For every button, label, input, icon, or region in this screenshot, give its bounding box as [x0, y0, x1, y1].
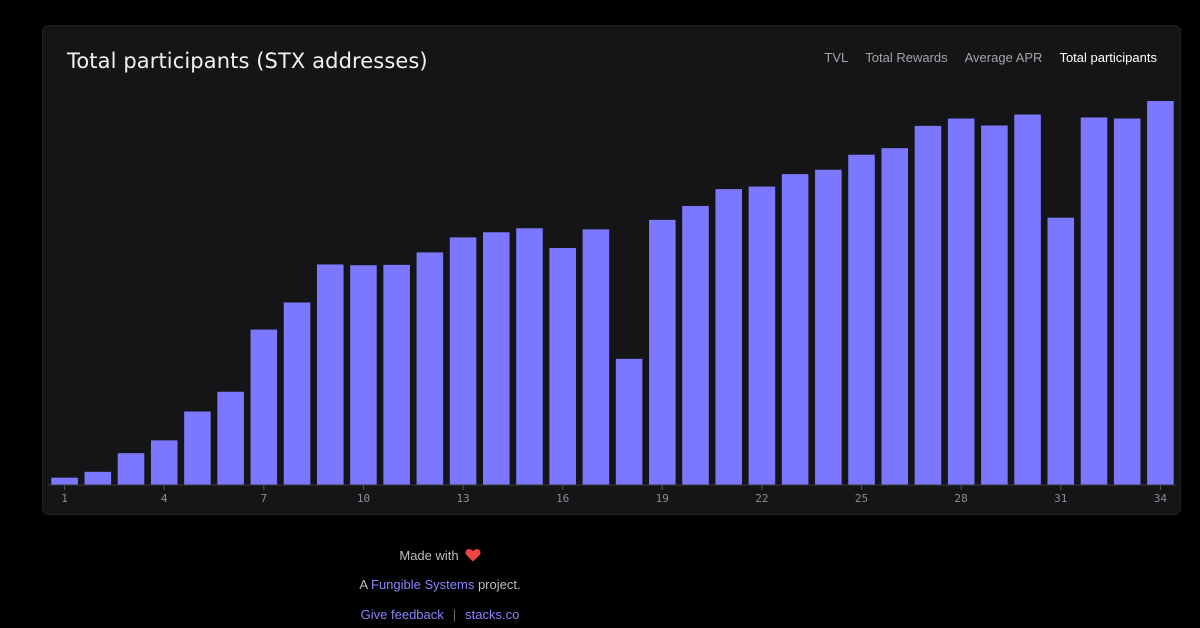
- bar-17: [582, 229, 610, 485]
- tab-total-rewards[interactable]: Total Rewards: [865, 50, 948, 65]
- footer-separator: |: [452, 607, 457, 622]
- bar-chart: 1 4 7 10 13 16 19 22 25 28 31 34: [48, 101, 1177, 505]
- chart-card: 1 4 7 10 13 16 19 22 25 28 31 34 Total participants…: [42, 25, 1181, 515]
- bar-5: [184, 411, 211, 485]
- x-tick-label-10: 10: [357, 492, 370, 505]
- bar-13: [449, 237, 477, 485]
- bar-3: [117, 453, 145, 485]
- x-tick-label-22: 22: [755, 492, 768, 505]
- bar-27: [914, 125, 942, 486]
- bar-12: [416, 252, 444, 485]
- bar-20: [682, 205, 709, 485]
- project-prefix: A: [359, 577, 368, 592]
- x-tick-label-31: 31: [1054, 492, 1067, 505]
- heart-icon: [465, 548, 481, 565]
- made-with-line: Made with: [340, 548, 540, 565]
- bar-22: [748, 186, 776, 485]
- x-tick-label-25: 25: [855, 492, 868, 505]
- bar-19: [649, 219, 676, 486]
- bar-6: [217, 391, 244, 485]
- x-tick-label-13: 13: [456, 492, 469, 505]
- bar-34: [1147, 101, 1174, 485]
- metric-tabs: TVL Total Rewards Average APR Total part…: [824, 50, 1157, 65]
- tab-total-participants[interactable]: Total participants: [1059, 50, 1157, 65]
- bar-2: [84, 471, 112, 485]
- footer-links: Give feedback | stacks.co: [340, 607, 540, 622]
- give-feedback-link[interactable]: Give feedback: [360, 607, 444, 622]
- x-tick-label-4: 4: [161, 492, 168, 505]
- bar-25: [848, 154, 875, 485]
- bar-11: [383, 264, 410, 485]
- bar-15: [516, 228, 543, 485]
- bar-26: [881, 148, 909, 485]
- bar-32: [1080, 117, 1108, 486]
- x-tick-label-19: 19: [656, 492, 669, 505]
- bar-10: [350, 265, 377, 485]
- project-suffix: project.: [477, 577, 521, 592]
- bar-14: [483, 232, 510, 485]
- bar-30: [1014, 114, 1041, 485]
- x-tick-label-1: 1: [61, 492, 68, 505]
- bar-28: [947, 118, 975, 486]
- x-tick-label-7: 7: [261, 492, 268, 505]
- bar-9: [316, 264, 344, 485]
- x-tick-label-28: 28: [955, 492, 968, 505]
- bar-23: [781, 174, 809, 485]
- tab-average-apr[interactable]: Average APR: [964, 50, 1043, 65]
- x-tick-label-16: 16: [556, 492, 569, 505]
- made-with-text: Made with: [399, 548, 459, 563]
- stacks-co-link[interactable]: stacks.co: [465, 607, 520, 622]
- project-line: A Fungible Systems project.: [340, 577, 540, 592]
- bar-31: [1047, 217, 1075, 485]
- bar-21: [715, 189, 742, 485]
- bar-8: [283, 302, 311, 485]
- bar-33: [1113, 118, 1141, 486]
- bar-18: [615, 358, 643, 485]
- fungible-systems-link[interactable]: Fungible Systems: [371, 577, 475, 592]
- bar-1: [51, 477, 78, 485]
- bar-7: [250, 329, 278, 485]
- x-tick-label-34: 34: [1154, 492, 1168, 505]
- chart-title: Total participants (STX addresses): [67, 49, 428, 73]
- bar-4: [150, 440, 178, 485]
- bar-24: [815, 169, 842, 485]
- tab-tvl[interactable]: TVL: [824, 50, 849, 65]
- bar-16: [549, 248, 576, 485]
- bar-29: [981, 125, 1008, 485]
